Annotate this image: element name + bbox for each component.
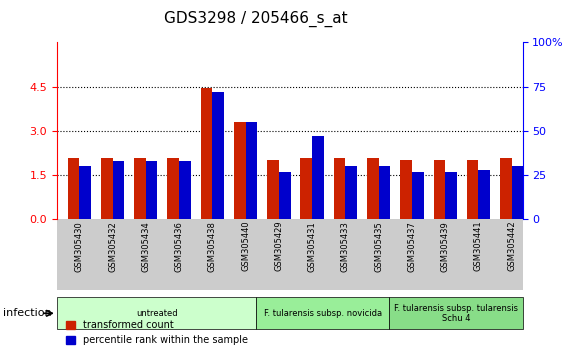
Bar bbox=[345, 166, 357, 219]
Bar bbox=[478, 170, 490, 219]
Bar bbox=[245, 122, 257, 219]
Bar bbox=[500, 158, 512, 219]
Text: infection: infection bbox=[3, 308, 52, 318]
Bar bbox=[212, 92, 224, 219]
Bar bbox=[400, 160, 412, 219]
Bar bbox=[379, 166, 390, 219]
Text: F. tularensis subsp. tularensis
Schu 4: F. tularensis subsp. tularensis Schu 4 bbox=[394, 304, 518, 323]
Bar bbox=[412, 172, 424, 219]
Bar bbox=[279, 172, 290, 219]
Bar bbox=[267, 160, 279, 219]
Bar bbox=[112, 161, 124, 219]
Bar bbox=[367, 158, 379, 219]
Legend: transformed count, percentile rank within the sample: transformed count, percentile rank withi… bbox=[62, 316, 252, 349]
Bar bbox=[201, 88, 212, 219]
Bar bbox=[445, 172, 457, 219]
Bar bbox=[134, 158, 146, 219]
Bar bbox=[433, 160, 445, 219]
Bar bbox=[179, 161, 191, 219]
Bar bbox=[101, 158, 112, 219]
Text: GDS3298 / 205466_s_at: GDS3298 / 205466_s_at bbox=[164, 11, 348, 27]
Text: untreated: untreated bbox=[136, 309, 177, 318]
Bar bbox=[146, 161, 157, 219]
Bar bbox=[168, 158, 179, 219]
Bar bbox=[334, 158, 345, 219]
Bar bbox=[312, 136, 324, 219]
Bar bbox=[467, 160, 478, 219]
Bar bbox=[80, 166, 91, 219]
Bar bbox=[234, 122, 245, 219]
Bar bbox=[300, 158, 312, 219]
Bar bbox=[68, 158, 80, 219]
Text: F. tularensis subsp. novicida: F. tularensis subsp. novicida bbox=[264, 309, 382, 318]
Bar bbox=[512, 166, 523, 219]
